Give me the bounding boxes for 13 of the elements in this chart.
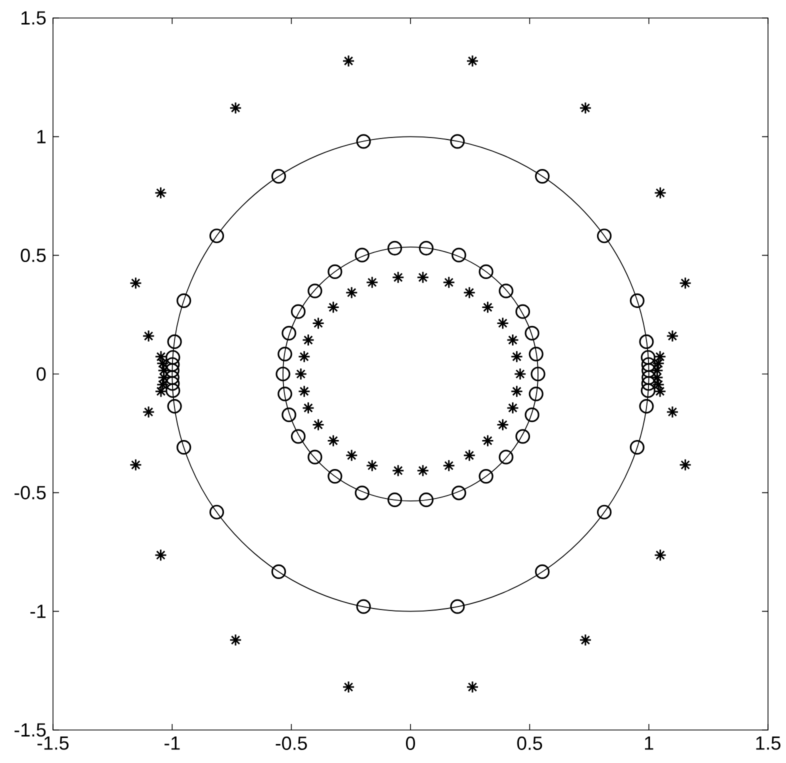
x-tick-label: 0.5 xyxy=(517,736,542,750)
y-tick-label: -1.5 xyxy=(14,723,46,737)
y-tick-label: 0.5 xyxy=(20,248,46,262)
y-tick-label: 1 xyxy=(37,130,46,144)
x-tick-label: 1.5 xyxy=(756,736,780,750)
y-tick-label: -1 xyxy=(30,604,46,618)
y-tick-label: -0.5 xyxy=(14,486,46,500)
x-tick-label: 0 xyxy=(406,736,416,750)
x-tick-label: 1 xyxy=(645,736,654,750)
y-tick-label: 0 xyxy=(36,367,46,381)
x-tick-label: -0.5 xyxy=(276,736,307,750)
y-tick-label: 1.5 xyxy=(22,11,46,25)
x-tick-label: -1 xyxy=(164,736,180,750)
